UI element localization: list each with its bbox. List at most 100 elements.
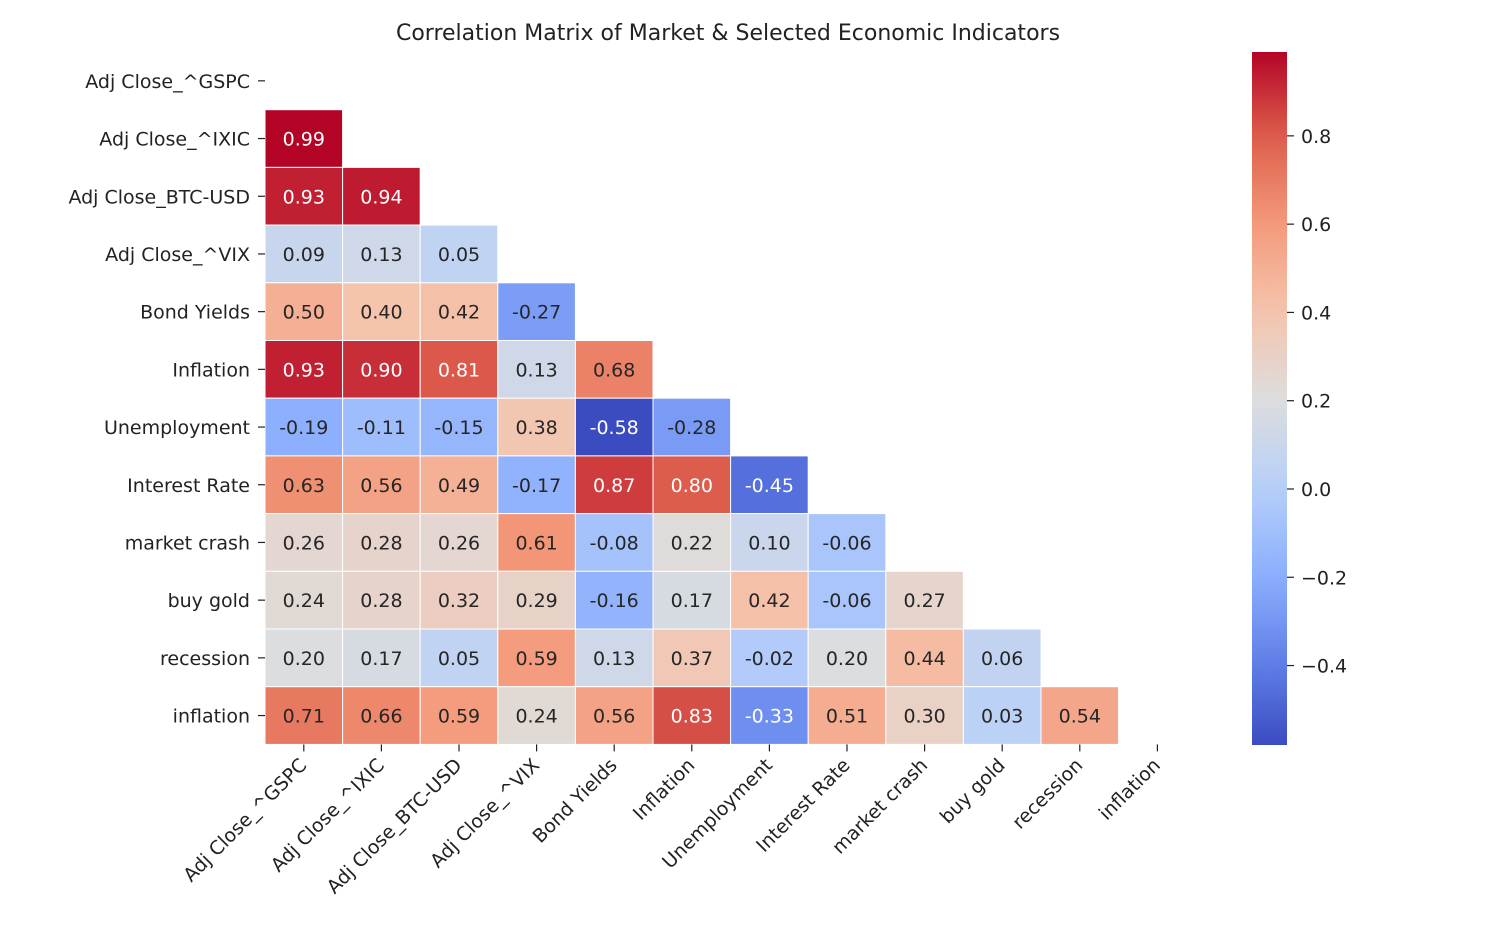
cell-value-label: 0.42 [748,590,790,612]
cell-value-label: 0.42 [438,302,480,324]
cell-value-label: 0.68 [593,359,635,381]
cell-value-label: 0.32 [438,590,480,612]
cell-value-label: 0.22 [671,532,713,554]
heatmap-cell [264,686,344,745]
cell-value-label: 0.59 [515,648,557,670]
cell-value-label: 0.37 [671,648,713,670]
x-tick-label: Adj Close_BTC-USD [323,754,467,898]
cell-value-label: 0.50 [283,302,325,324]
heatmap-cell [419,397,499,457]
cell-value-label: 0.99 [283,129,325,151]
heatmap-cell [342,166,421,226]
cell-value-label: 0.61 [515,532,557,554]
cell-value-label: 0.20 [826,648,868,670]
cell-value-label: 0.17 [360,648,402,670]
cell-value-label: -0.27 [512,302,561,324]
cell-value-label: 0.54 [1059,706,1101,728]
heatmap-cell [342,397,421,457]
y-tick-label: Adj Close_BTC-USD [68,186,250,208]
heatmap-cell [652,570,732,630]
cell-value-label: -0.08 [590,532,639,554]
cell-value-label: 0.26 [438,532,480,554]
heatmap-cell [342,570,421,630]
cell-value-label: 0.13 [515,359,557,381]
heatmap-cell [962,628,1042,688]
colorbar-tick-label: 0.6 [1301,214,1331,236]
cell-value-label: 0.26 [283,532,325,554]
y-tick-label: Adj Close_^VIX [105,244,250,266]
cell-value-label: 0.49 [438,475,480,497]
cell-value-label: -0.58 [590,417,639,439]
heatmap-cell [497,397,576,457]
cell-value-label: 0.90 [360,359,402,381]
cell-value-label: -0.16 [590,590,639,612]
cell-value-label: -0.11 [357,417,406,439]
cell-value-label: 0.93 [283,359,325,381]
heatmap-cell [342,628,421,688]
cell-value-label: 0.80 [671,475,713,497]
colorbar-tick-label: −0.2 [1301,567,1347,589]
cell-value-label: 0.93 [283,186,325,208]
heatmap-cell [730,570,809,630]
heatmap-cell [652,455,732,515]
y-tick-label: Bond Yields [140,302,250,324]
cell-value-label: 0.05 [438,648,480,670]
colorbar-gradient [1252,52,1287,745]
cell-value-label: -0.28 [667,417,716,439]
cell-value-label: 0.87 [593,475,635,497]
heatmap-cell [885,628,964,688]
cell-value-label: 0.24 [515,706,557,728]
heatmap-cell [730,455,809,515]
heatmap-cell [264,570,344,630]
heatmap-cell [419,570,499,630]
cell-value-label: 0.13 [593,648,635,670]
cell-value-label: -0.45 [745,475,794,497]
x-tick-label: Inflation [629,754,699,824]
heatmap-annotations: 0.99 0.93 0.94 0.09 0.13 0.05 0.50 0.40 0.42 -0.2… [279,129,1101,728]
heatmap-cell [497,628,576,688]
heatmap-cell [419,628,499,688]
cell-value-label: 0.51 [826,706,868,728]
heatmap-cell [342,282,421,341]
colorbar-tick-label: 0.8 [1301,126,1331,148]
heatmap-cell [885,686,964,745]
cell-value-label: 0.29 [515,590,557,612]
heatmap-cell [807,628,887,688]
cell-value-label: 0.03 [981,706,1023,728]
cell-value-label: -0.19 [279,417,328,439]
heatmap-cells [264,109,1120,745]
cell-value-label: 0.10 [748,532,790,554]
cell-value-label: 0.05 [438,244,480,266]
cell-value-label: 0.28 [360,590,402,612]
heatmap-cell [264,109,344,168]
heatmap-cell [652,686,732,745]
heatmap-cell [342,340,421,399]
cell-value-label: -0.33 [745,706,794,728]
colorbar-tick-label: 0.2 [1301,391,1331,413]
cell-value-label: 0.27 [903,590,945,612]
heatmap-cell [497,340,576,399]
heatmap-cell [885,570,964,630]
cell-value-label: 0.40 [360,302,402,324]
y-tick-label: Unemployment [104,417,250,439]
heatmap-cell [264,513,344,572]
heatmap-cell [574,628,654,688]
heatmap-cell [264,455,344,515]
heatmap-cell [264,166,344,226]
heatmap-cell [497,455,576,515]
y-tick-label: Adj Close_^IXIC [99,129,250,151]
cell-value-label: 0.81 [438,359,480,381]
chart-title: Correlation Matrix of Market & Selected … [396,21,1060,46]
y-tick-label: Interest Rate [127,475,250,497]
y-axis-ticks: Adj Close_^GSPC Adj Close_^IXIC Adj Close_… [68,71,265,728]
y-tick-label: market crash [125,532,250,554]
y-tick-label: inflation [173,706,250,728]
heatmap-cell [419,224,499,284]
cell-value-label: 0.94 [360,186,402,208]
cell-value-label: 0.66 [360,706,402,728]
heatmap-cell [419,513,499,572]
cell-value-label: 0.56 [360,475,402,497]
heatmap-cell [342,455,421,515]
x-tick-label: buy gold [936,754,1010,828]
